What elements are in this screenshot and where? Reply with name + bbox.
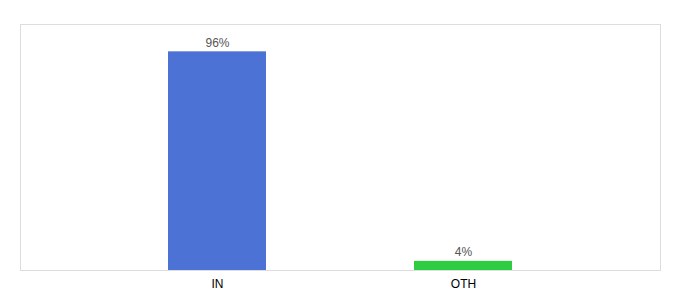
svg-text:4%: 4%: [455, 245, 473, 259]
svg-text:IN: IN: [212, 277, 224, 291]
svg-text:96%: 96%: [205, 36, 229, 50]
svg-text:OTH: OTH: [451, 277, 476, 291]
